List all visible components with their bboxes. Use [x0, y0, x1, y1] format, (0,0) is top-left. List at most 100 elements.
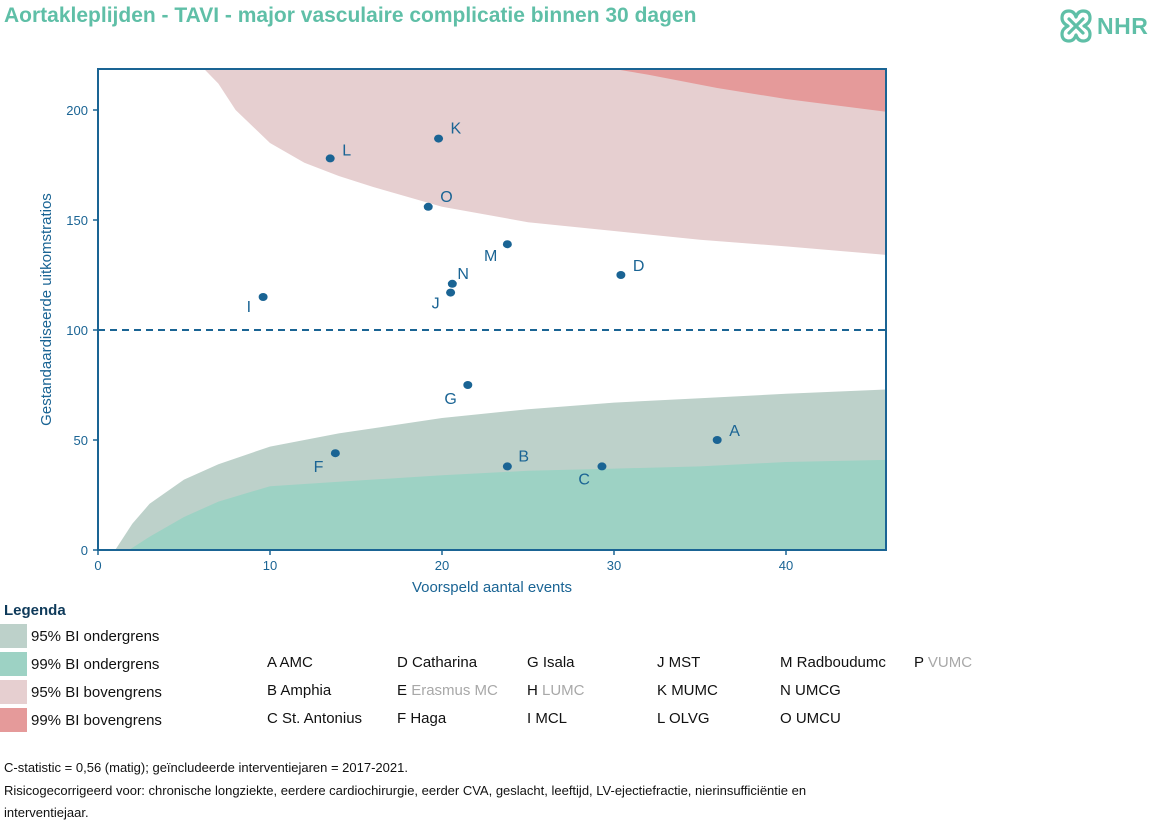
- legend-item: 95% BI bovengrens: [0, 680, 162, 704]
- y-tick-label: 200: [66, 103, 88, 118]
- x-tick-label: 10: [263, 558, 277, 573]
- data-label-l: L: [342, 142, 351, 159]
- y-axis-label: Gestandaardiseerde uitkomstratios: [38, 193, 55, 426]
- data-point-d: [616, 271, 626, 279]
- footnote-risk-adjustment-cont: interventiejaar.: [4, 805, 89, 820]
- hospital-key-i: I MCL: [527, 710, 567, 727]
- hospital-letter: A: [267, 654, 280, 671]
- legend-label: 95% BI bovengrens: [31, 683, 162, 701]
- data-label-i: I: [247, 299, 251, 316]
- data-point-i: [258, 293, 268, 301]
- hospital-letter: L: [657, 710, 669, 727]
- hospital-letter: C: [267, 710, 282, 727]
- data-label-j: J: [432, 296, 440, 313]
- hospital-letter: P: [914, 654, 928, 671]
- hospital-name: Haga: [410, 710, 447, 727]
- band-99-upper: [614, 69, 886, 112]
- data-point-j: [446, 288, 456, 297]
- x-tick-label: 20: [435, 558, 449, 573]
- hospital-key-j: J MST: [657, 654, 700, 671]
- data-point-g: [463, 381, 473, 389]
- hospital-name: Isala: [542, 654, 575, 671]
- hospital-key-b: B Amphia: [267, 682, 331, 699]
- hospital-key-d: D Catharina: [397, 654, 477, 671]
- hospital-key-g: G Isala: [527, 654, 575, 671]
- hospital-name: MST: [668, 654, 701, 671]
- data-point-k: [434, 134, 444, 143]
- y-tick-label: 50: [74, 433, 88, 448]
- hospital-name: LUMC: [542, 682, 585, 699]
- band-99-lower: [128, 459, 886, 550]
- legend-item: 99% BI bovengrens: [0, 708, 162, 732]
- chart-title: Aortakleplijden - TAVI - major vasculair…: [4, 4, 697, 27]
- hospital-letter: K: [657, 682, 672, 699]
- footnote-cstatistic: C-statistic = 0,56 (matig); geïncludeerd…: [4, 760, 408, 775]
- data-label-g: G: [444, 391, 456, 408]
- hospital-key-l: L OLVG: [657, 710, 710, 727]
- band-95-upper: [204, 69, 886, 255]
- legend-swatch: [0, 624, 27, 648]
- scatter-chart: 0 10 20 30 40 0 50 100 150 200 Voorspeld aantal ev…: [38, 68, 887, 596]
- hospital-letter: O: [780, 710, 796, 727]
- hospital-name: UMCU: [795, 710, 841, 727]
- hospital-key-o: O UMCU: [780, 710, 841, 727]
- hospital-letter: F: [397, 710, 411, 727]
- data-label-m: M: [484, 248, 497, 265]
- hospital-name: AMC: [279, 654, 313, 671]
- legend-title: Legenda: [4, 602, 66, 619]
- hospital-key-e: E Erasmus MC: [397, 682, 498, 699]
- hospital-name: UMCG: [795, 682, 841, 699]
- hospital-letter: I: [527, 710, 536, 727]
- y-tick-label: 0: [81, 543, 88, 558]
- hospital-key-c: C St. Antonius: [267, 710, 362, 727]
- legend-swatch: [0, 708, 27, 732]
- data-label-f: F: [314, 459, 324, 476]
- data-point-m: [502, 240, 512, 249]
- hospital-name: VUMC: [927, 654, 973, 671]
- data-label-d: D: [633, 258, 645, 275]
- nhr-logo-icon: [1060, 9, 1092, 43]
- hospital-key-n: N UMCG: [780, 682, 841, 699]
- hospital-name: MCL: [535, 710, 568, 727]
- x-tick-label: 40: [779, 558, 793, 573]
- data-point-l: [325, 154, 335, 163]
- hospital-letter: J: [657, 654, 669, 671]
- hospital-name: St. Antonius: [282, 710, 363, 727]
- data-label-c: C: [578, 471, 590, 488]
- y-tick-label: 100: [66, 323, 88, 338]
- data-label-b: B: [518, 448, 529, 465]
- data-label-o: O: [440, 189, 452, 206]
- hospital-letter: H: [527, 682, 542, 699]
- hospital-letter: G: [527, 654, 543, 671]
- data-point-n: [447, 279, 457, 288]
- x-tick-label: 30: [607, 558, 621, 573]
- logo-text: NHR: [1097, 12, 1149, 39]
- hospital-letter: E: [397, 682, 412, 699]
- legend-swatch: [0, 680, 27, 704]
- plot-frame: [97, 68, 887, 551]
- legend-item: 99% BI ondergrens: [0, 652, 159, 676]
- x-tick-label: 0: [94, 558, 101, 573]
- legend-item: 95% BI ondergrens: [0, 624, 159, 648]
- hospital-name: OLVG: [668, 710, 710, 727]
- hospital-letter: B: [267, 682, 281, 699]
- hospital-key-k: K MUMC: [657, 682, 718, 699]
- hospital-name: Catharina: [412, 654, 478, 671]
- hospital-key-p: P VUMC: [914, 654, 972, 671]
- hospital-key-m: M Radboudumc: [780, 654, 886, 671]
- nhr-logo: NHR: [1058, 6, 1148, 46]
- hospital-letter: D: [397, 654, 412, 671]
- y-tick-label: 150: [66, 213, 88, 228]
- legend-label: 95% BI ondergrens: [31, 627, 160, 645]
- data-label-a: A: [729, 423, 740, 440]
- data-label-n: N: [457, 266, 469, 283]
- legend-label: 99% BI bovengrens: [31, 711, 162, 729]
- legend-swatch: [0, 652, 27, 676]
- hospital-name: MUMC: [671, 682, 718, 699]
- data-point-o: [423, 202, 433, 211]
- hospital-key-h: H LUMC: [527, 682, 585, 699]
- legend-label: 99% BI ondergrens: [31, 655, 160, 673]
- data-point-a: [712, 436, 722, 444]
- data-label-k: K: [451, 121, 462, 138]
- data-point-b: [502, 462, 512, 471]
